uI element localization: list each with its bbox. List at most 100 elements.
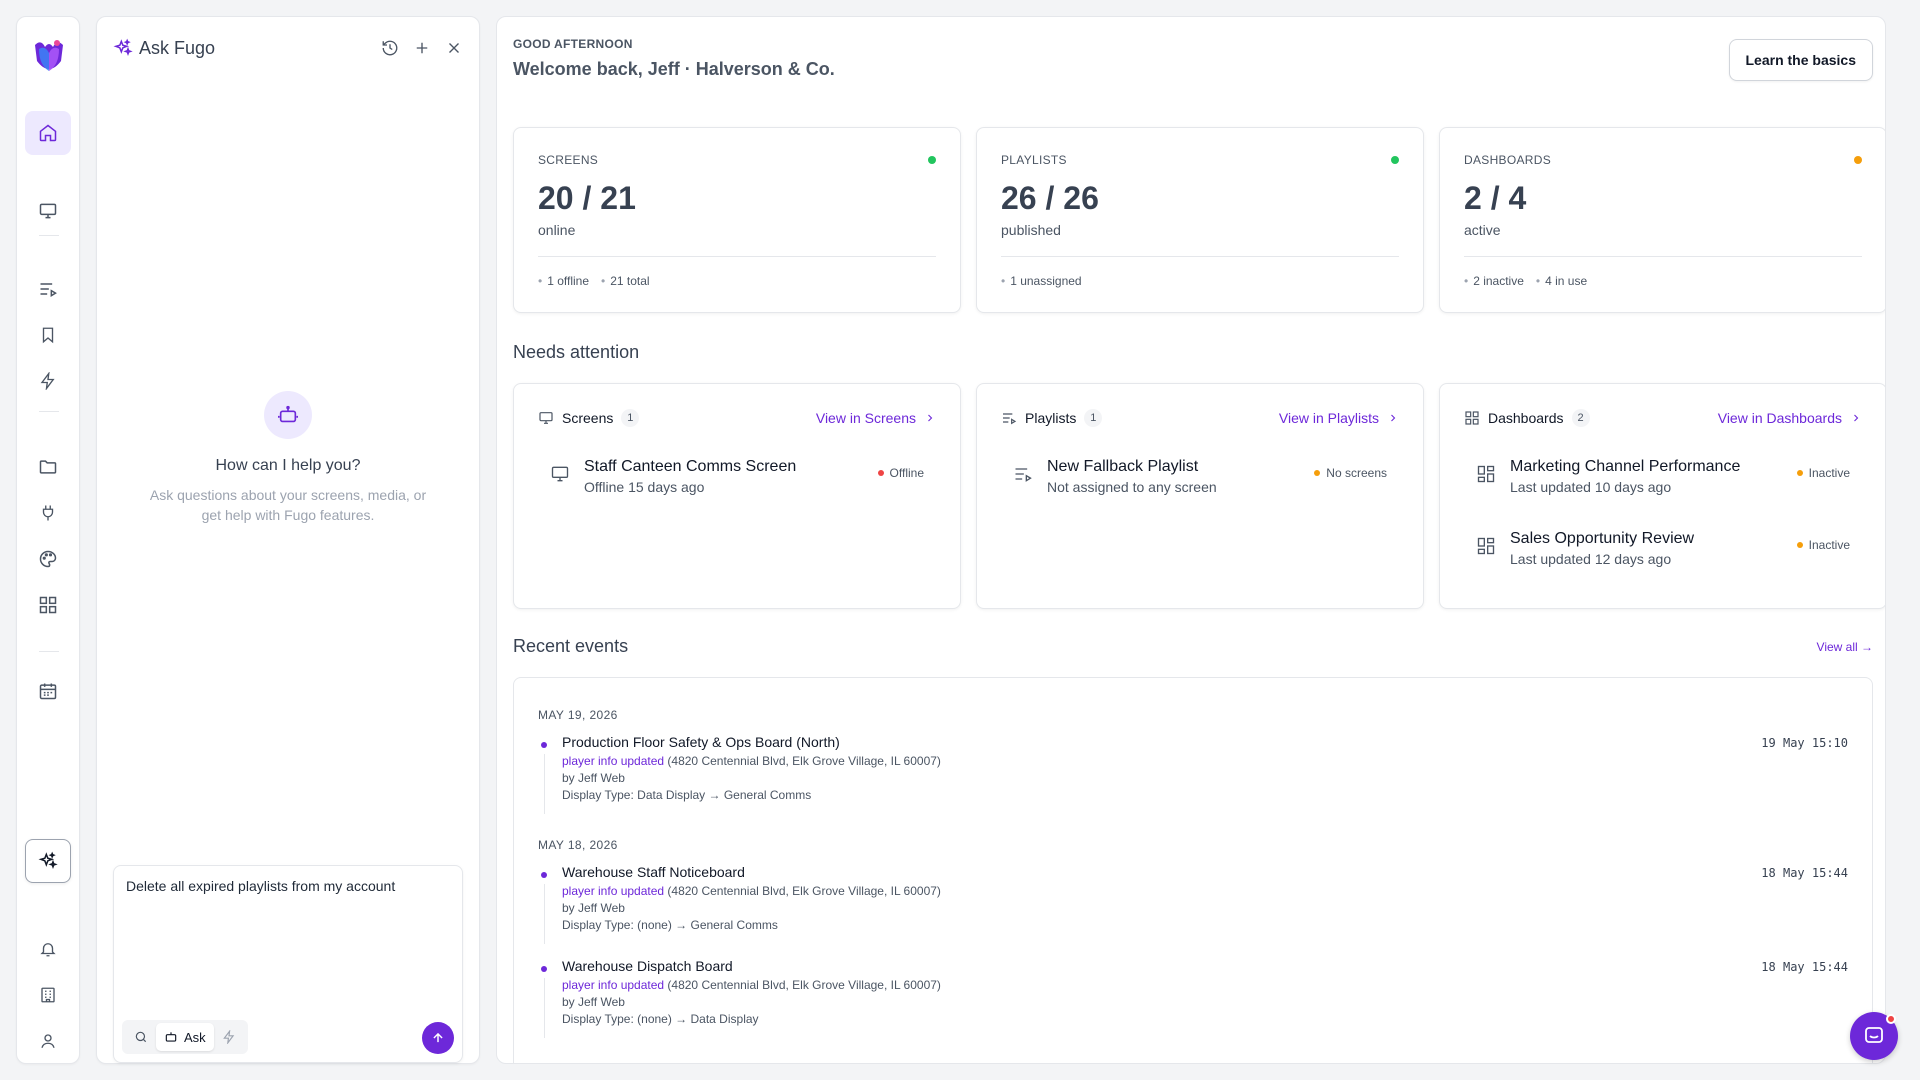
- event-link[interactable]: player info updated: [562, 754, 665, 768]
- ai-sparkle-icon[interactable]: [25, 839, 71, 883]
- status-badge: Inactive: [1796, 466, 1850, 480]
- bookmark-icon[interactable]: [25, 313, 71, 357]
- event-author: by Jeff Web: [562, 995, 625, 1009]
- learn-basics-button[interactable]: Learn the basics: [1728, 39, 1873, 81]
- sparkle-icon: [113, 38, 133, 58]
- event-detail: (4820 Centennial Blvd, Elk Grove Village…: [664, 978, 941, 992]
- stat-meta: 2 inactive: [1464, 274, 1524, 288]
- greeting-label: GOOD AFTERNOON: [513, 37, 633, 51]
- stat-card-dashboards[interactable]: DASHBOARDS 2 / 4 active 2 inactive 4 in u…: [1439, 127, 1885, 313]
- lightning-icon[interactable]: [25, 359, 71, 403]
- dashboard-grid-icon[interactable]: [25, 583, 71, 627]
- event-detail: (4820 Centennial Blvd, Elk Grove Village…: [664, 754, 941, 768]
- welcome-title: Welcome back, Jeff · Halverson & Co.: [513, 59, 835, 79]
- fugo-logo[interactable]: [31, 37, 67, 77]
- action-mode-button[interactable]: [214, 1023, 244, 1051]
- empty-heading: How can I help you?: [215, 457, 361, 474]
- folder-icon[interactable]: [25, 445, 71, 489]
- item-title: Marketing Channel Performance: [1510, 458, 1741, 475]
- timeline-line: [544, 884, 545, 944]
- bell-icon[interactable]: [25, 927, 71, 971]
- list-item[interactable]: Marketing Channel Performance Last update…: [1476, 458, 1850, 502]
- ask-title: Ask Fugo: [139, 37, 216, 58]
- search-mode-button[interactable]: [126, 1023, 156, 1051]
- building-icon[interactable]: [25, 973, 71, 1017]
- view-in-dashboards-link[interactable]: View in Dashboards: [1718, 410, 1862, 426]
- playlist-icon[interactable]: [25, 267, 71, 311]
- stat-meta: 1 offline: [538, 274, 589, 288]
- event-date: MAY 18, 2026: [538, 838, 618, 852]
- user-icon[interactable]: [25, 1019, 71, 1063]
- robot-icon: [264, 391, 312, 439]
- item-subtitle: Last updated 12 days ago: [1510, 551, 1672, 567]
- stat-value: 2 / 4: [1464, 180, 1527, 216]
- event-detail: (4820 Centennial Blvd, Elk Grove Village…: [664, 884, 941, 898]
- list-item[interactable]: Sales Opportunity Review Last updated 12 …: [1476, 530, 1850, 574]
- attention-card-dashboards: Dashboards 2 View in Dashboards Marketin…: [1439, 383, 1885, 609]
- timeline-dot: [541, 742, 547, 748]
- stat-unit: published: [1001, 222, 1061, 238]
- ask-fugo-panel: Ask Fugo How can I help you? Ask questio…: [96, 16, 480, 1064]
- plug-icon[interactable]: [25, 491, 71, 535]
- send-button[interactable]: [422, 1022, 454, 1054]
- stat-label: SCREENS: [538, 153, 599, 167]
- recent-events-list: MAY 19, 2026 Production Floor Safety & O…: [513, 677, 1873, 1063]
- attention-card-playlists: Playlists 1 View in Playlists New Fallba…: [976, 383, 1424, 609]
- dashboard-grid-icon: [1476, 536, 1498, 556]
- stat-label: DASHBOARDS: [1464, 153, 1552, 167]
- event-link[interactable]: player info updated: [562, 978, 665, 992]
- stat-card-screens[interactable]: SCREENS 20 / 21 online 1 offline 21 total: [513, 127, 961, 313]
- event-title: Warehouse Staff Noticeboard: [562, 864, 745, 880]
- stat-unit: online: [538, 222, 576, 238]
- list-item[interactable]: New Fallback Playlist Not assigned to any…: [1013, 458, 1387, 502]
- stat-label: PLAYLISTS: [1001, 153, 1067, 167]
- event-item[interactable]: Production Floor Safety & Ops Board (Nor…: [538, 734, 1848, 814]
- item-subtitle: Not assigned to any screen: [1047, 479, 1217, 495]
- event-item[interactable]: Warehouse Dispatch Board player info upd…: [538, 958, 1848, 1038]
- status-label: No screens: [1326, 466, 1387, 480]
- stat-value: 26 / 26: [1001, 180, 1099, 216]
- lightning-icon: [222, 1030, 236, 1044]
- stat-value: 20 / 21: [538, 180, 636, 216]
- stat-unit: active: [1464, 222, 1501, 238]
- event-date: MAY 19, 2026: [538, 708, 618, 722]
- event-title: Production Floor Safety & Ops Board (Nor…: [562, 734, 840, 750]
- dashboard-grid-icon: [1476, 464, 1498, 484]
- list-item[interactable]: Staff Canteen Comms Screen Offline 15 day…: [550, 458, 924, 502]
- palette-icon[interactable]: [25, 537, 71, 581]
- ask-mode-button[interactable]: Ask: [156, 1023, 214, 1051]
- status-badge: Offline: [877, 466, 924, 480]
- event-time: 18 May 15:44: [1761, 960, 1848, 974]
- status-dot: [1854, 156, 1862, 164]
- timeline-line: [544, 978, 545, 1038]
- stat-card-playlists[interactable]: PLAYLISTS 26 / 26 published 1 unassigned: [976, 127, 1424, 313]
- chevron-right-icon: [924, 412, 936, 424]
- robot-icon: [164, 1030, 178, 1044]
- calendar-icon[interactable]: [25, 669, 71, 713]
- event-time: 19 May 15:10: [1761, 736, 1848, 750]
- view-in-playlists-link[interactable]: View in Playlists: [1279, 410, 1399, 426]
- close-icon[interactable]: [445, 39, 463, 57]
- event-author: by Jeff Web: [562, 901, 625, 915]
- new-chat-icon[interactable]: [413, 39, 431, 57]
- card-name: Dashboards: [1488, 410, 1564, 426]
- chat-input[interactable]: [126, 878, 450, 998]
- history-icon[interactable]: [381, 39, 399, 57]
- monitor-icon[interactable]: [25, 189, 71, 233]
- event-item[interactable]: Warehouse Staff Noticeboard player info …: [538, 864, 1848, 944]
- divider: [1464, 256, 1862, 257]
- chat-composer: Ask: [113, 865, 463, 1063]
- view-all-link[interactable]: View all →: [1816, 640, 1873, 654]
- count-badge: 1: [1084, 409, 1103, 427]
- item-title: Staff Canteen Comms Screen: [584, 458, 797, 475]
- event-link[interactable]: player info updated: [562, 884, 665, 898]
- support-chat-button[interactable]: [1850, 1012, 1898, 1060]
- count-badge: 2: [1571, 409, 1590, 427]
- view-in-screens-link[interactable]: View in Screens: [816, 410, 936, 426]
- dashboard-grid-icon: [1464, 410, 1480, 426]
- card-name: Screens: [562, 410, 614, 426]
- home-icon[interactable]: [25, 111, 71, 155]
- monitor-icon: [538, 410, 554, 426]
- view-link-label: View in Dashboards: [1717, 410, 1842, 426]
- playlist-icon: [1001, 410, 1017, 426]
